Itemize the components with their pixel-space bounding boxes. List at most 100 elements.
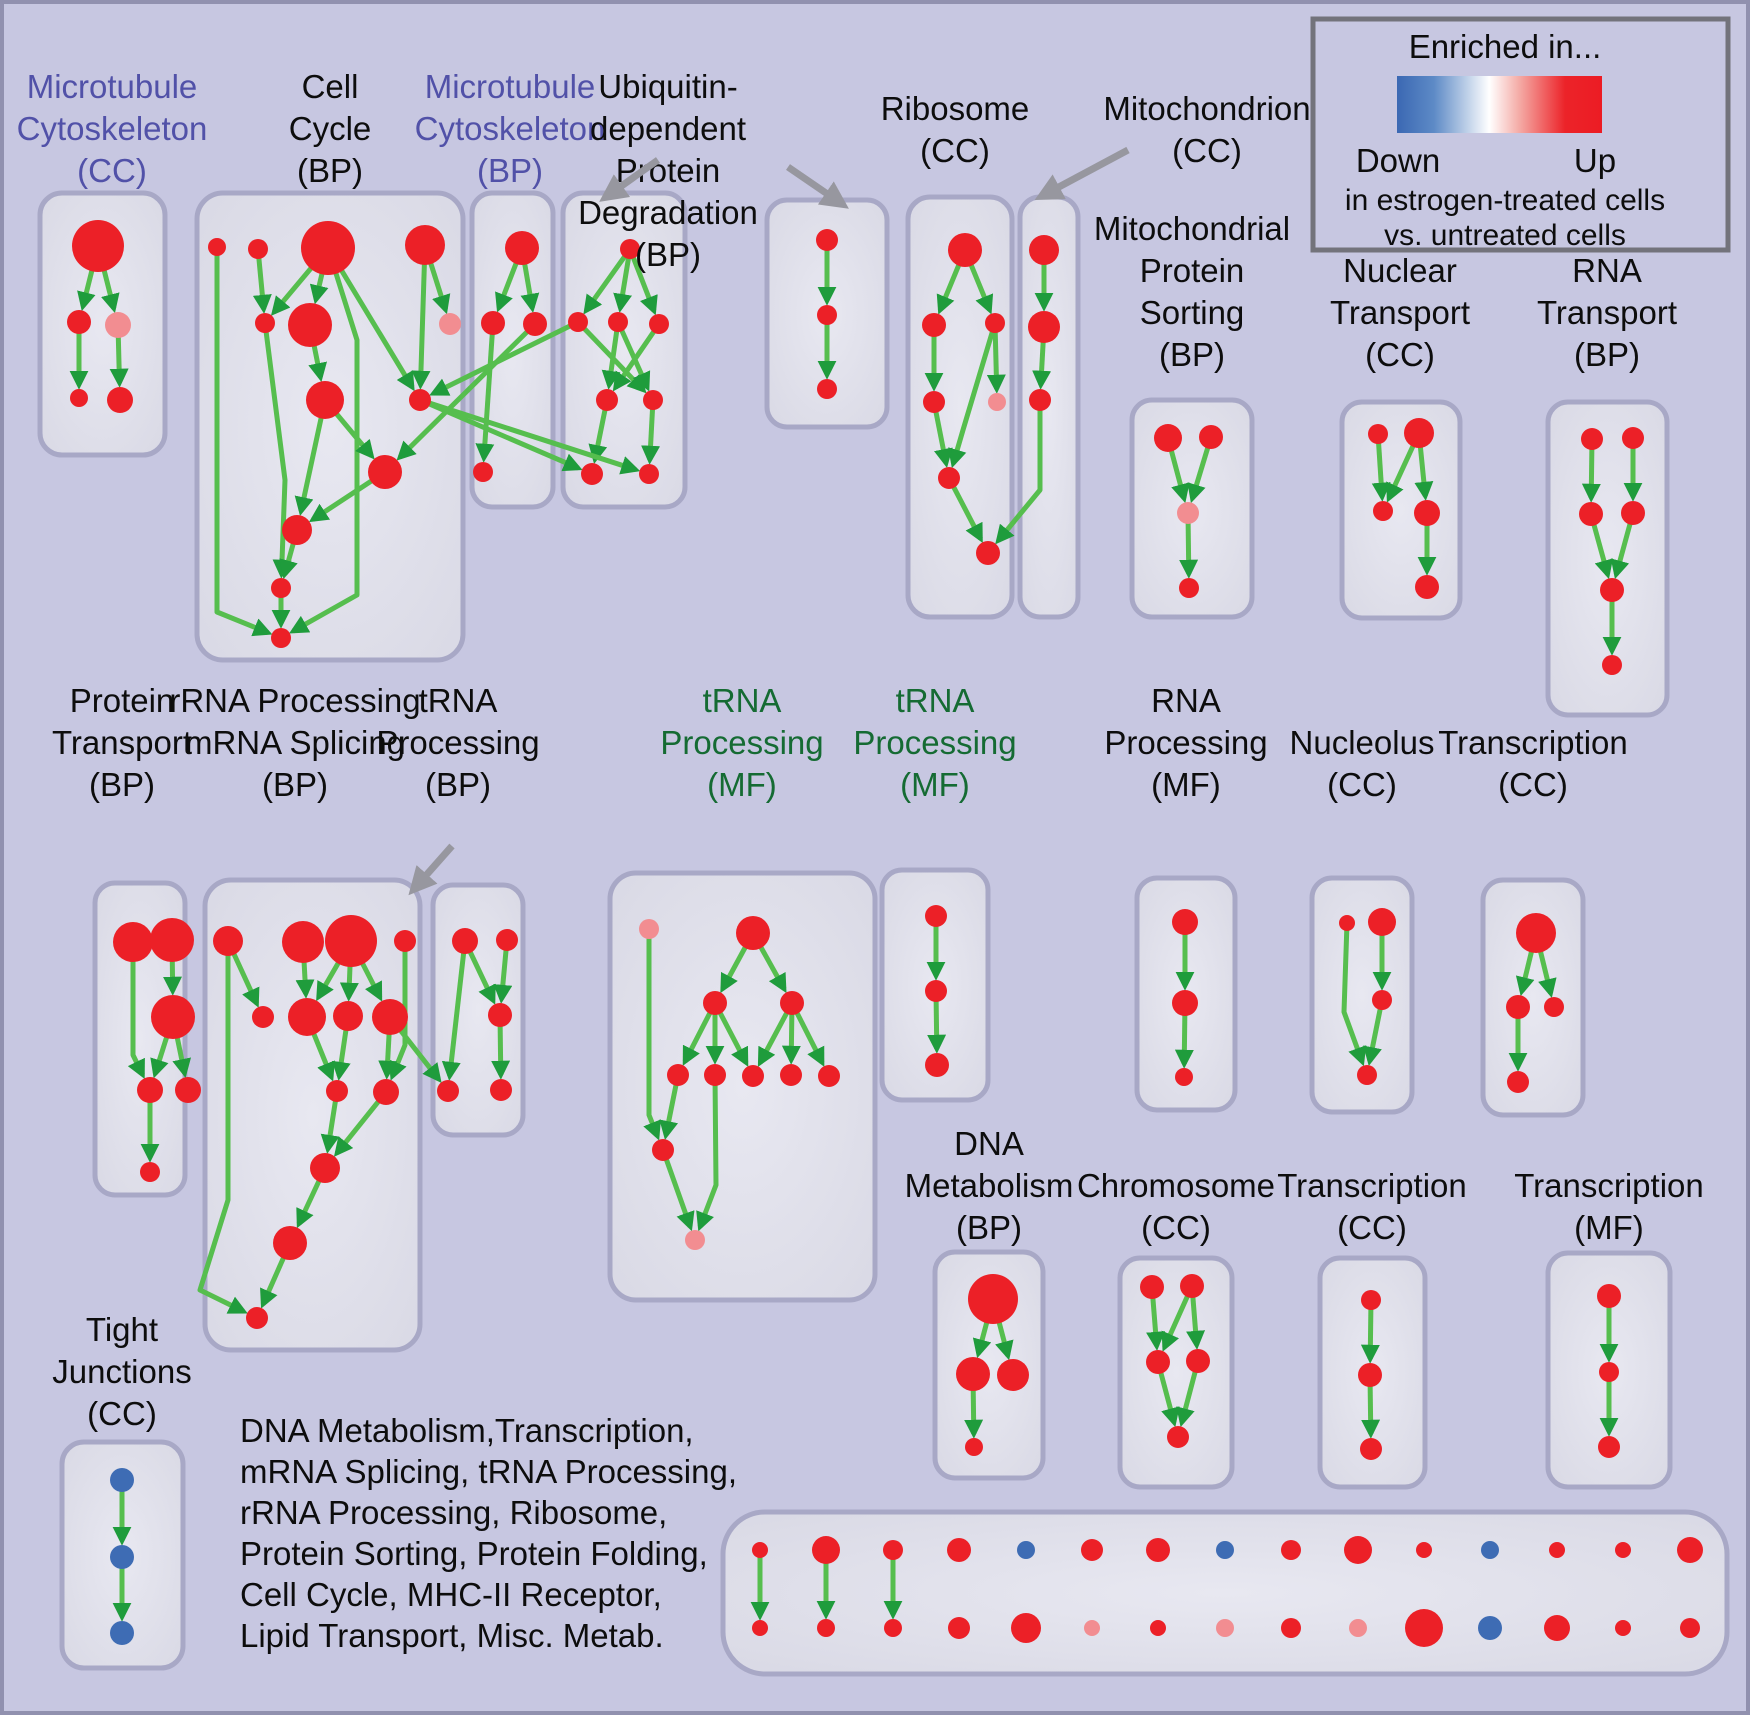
cluster-label-mps-line2: Sorting — [1140, 294, 1245, 331]
edge-arrow — [643, 929, 661, 1141]
go-term-node-rnat-cv — [1600, 578, 1624, 602]
go-term-node-mps-tR — [1199, 425, 1223, 449]
go-term-node-misc-b5 — [1011, 1613, 1041, 1643]
go-term-node-mps-bt — [1179, 578, 1199, 598]
go-term-node-tr_cc2-c — [1360, 1438, 1382, 1460]
go-term-node-ribo-r2R — [985, 313, 1005, 333]
misc-categories-line-3: Protein Sorting, Protein Folding, — [240, 1535, 708, 1572]
go-term-node-misc-b12 — [1478, 1616, 1502, 1640]
go-term-node-trna_mf1-pk — [639, 919, 659, 939]
legend-down-label: Down — [1356, 142, 1440, 179]
go-term-node-trna_mf1-a1 — [667, 1064, 689, 1086]
go-term-node-misc-t8 — [1216, 1541, 1234, 1559]
edge-arrow — [601, 321, 621, 390]
go-term-node-mt_bp-bt — [473, 462, 493, 482]
go-term-node-misc-t5 — [1017, 1541, 1035, 1559]
go-term-node-ribo-r3L — [923, 391, 945, 413]
cluster-label-trna_mf2-line1: Processing — [853, 724, 1016, 761]
go-term-node-mt_cc-br — [107, 387, 133, 413]
cluster-label-ribo-line0: Ribosome — [881, 90, 1030, 127]
cluster-label-tr_cc1-line1: (CC) — [1498, 766, 1568, 803]
go-term-node-nuct-mL — [1373, 501, 1393, 521]
cluster-label-rrna-line1: mRNA Splicing — [185, 724, 405, 761]
edge-arrow — [612, 322, 662, 392]
go-term-node-rnat-tR — [1622, 427, 1644, 449]
go-term-node-rrna-r4 — [310, 1153, 340, 1183]
edge-arrow — [325, 246, 415, 392]
edge-arrow — [127, 942, 145, 1079]
go-term-node-nucl-tR — [1368, 908, 1396, 936]
go-term-node-ub-b2 — [639, 464, 659, 484]
cluster-label-ub-line2: Protein — [616, 152, 721, 189]
cluster-label-tj-line2: (CC) — [87, 1395, 157, 1432]
cluster-box-misc — [720, 1509, 1730, 1677]
go-term-node-cc_bp-n11 — [282, 515, 312, 545]
cluster-label-tj-line0: Tight — [86, 1311, 158, 1348]
go-term-node-ribo-r4 — [938, 467, 960, 489]
misc-categories-line-0: DNA Metabolism,Transcription, — [240, 1412, 694, 1449]
edge-arrow — [475, 322, 496, 463]
go-term-node-rrna-t3 — [325, 915, 377, 967]
edge-arrow — [396, 322, 537, 461]
go-term-node-rrna-t4 — [394, 930, 416, 952]
edge-arrow — [948, 322, 998, 469]
go-term-node-misc-b1 — [752, 1620, 768, 1636]
edge-arrow — [1363, 999, 1385, 1066]
cluster-label-mt_cc-line1: Cytoskeleton — [17, 110, 208, 147]
go-term-node-trna_bp-r3L — [437, 1080, 459, 1102]
go-term-node-ribo-bt — [976, 541, 1000, 565]
go-term-node-trna_bp-tL — [452, 928, 478, 954]
go-term-node-misc-b3 — [884, 1619, 902, 1637]
cluster-label-mt_cc-line0: Microtubule — [27, 68, 198, 105]
go-term-node-cc_bp-n6 — [288, 303, 332, 347]
go-term-node-misc-b11 — [1405, 1609, 1443, 1647]
go-term-node-rnat-tL — [1581, 428, 1603, 450]
cluster-label-rrna-line2: (BP) — [262, 766, 328, 803]
go-term-node-misc-t6 — [1081, 1539, 1103, 1561]
edge-arrow — [214, 247, 273, 637]
cluster-label-nuct-line0: Nuclear — [1343, 252, 1457, 289]
go-term-node-mt_bp-rL — [481, 311, 505, 335]
legend-box — [1310, 16, 1731, 253]
edge-arrow — [429, 319, 580, 396]
legend-gradient-bar — [1397, 76, 1602, 133]
go-term-node-dnam-mR — [997, 1359, 1029, 1391]
go-term-node-rrna-r3a — [326, 1080, 348, 1102]
go-term-node-rrna-r3b — [373, 1079, 399, 1105]
cluster-label-trna_mf1-line2: (MF) — [707, 766, 777, 803]
go-term-node-tr_cc1-mR — [1544, 997, 1564, 1017]
go-term-node-mt_cc-bl — [70, 389, 88, 407]
go-term-node-trna_mf2-a — [925, 905, 947, 927]
go-term-node-trna_bp-r3R — [490, 1079, 512, 1101]
go-term-node-misc-t15 — [1677, 1537, 1703, 1563]
go-term-node-rnap_mf-c — [1175, 1068, 1193, 1086]
go-term-node-chain3-a — [816, 229, 838, 251]
go-term-node-pt-tR — [150, 918, 194, 962]
go-term-node-misc-b10 — [1349, 1619, 1367, 1637]
go-term-node-cc_bp-n3 — [301, 221, 355, 275]
edge-arrow — [262, 322, 292, 579]
go-term-node-misc-t9 — [1281, 1540, 1301, 1560]
go-term-node-ub-r3a — [596, 389, 618, 411]
go-term-node-mt_bp-t — [505, 231, 539, 265]
annotation-arrows — [408, 146, 1130, 896]
legend-title: Enriched in... — [1409, 28, 1602, 65]
cluster-label-ub-line3: Degradation — [578, 194, 758, 231]
misc-categories-line-2: rRNA Processing, Ribosome, — [240, 1494, 667, 1531]
cluster-label-dnam-line1: Metabolism — [905, 1167, 1074, 1204]
go-term-node-misc-b14 — [1615, 1620, 1631, 1636]
go-term-node-dnam-bt — [965, 1438, 983, 1456]
go-term-node-rnat-bt — [1602, 655, 1622, 675]
edge-arrow — [995, 400, 1043, 545]
go-term-node-trna_mf1-btP — [685, 1230, 705, 1250]
go-term-node-tr_cc1-mL — [1506, 995, 1530, 1019]
go-term-node-trna_mf1-a5 — [818, 1065, 840, 1087]
cluster-box-chrom — [1117, 1255, 1235, 1490]
go-term-node-misc-t7 — [1146, 1538, 1170, 1562]
cluster-label-pt-line2: (BP) — [89, 766, 155, 803]
go-term-node-nuct-mR — [1414, 500, 1440, 526]
go-term-node-mt_bp-rR — [523, 312, 547, 336]
cluster-label-rrna-line0: rRNA Processing — [169, 682, 420, 719]
edge-arrow — [419, 397, 641, 475]
go-term-node-trna_mf1-a3 — [742, 1065, 764, 1087]
